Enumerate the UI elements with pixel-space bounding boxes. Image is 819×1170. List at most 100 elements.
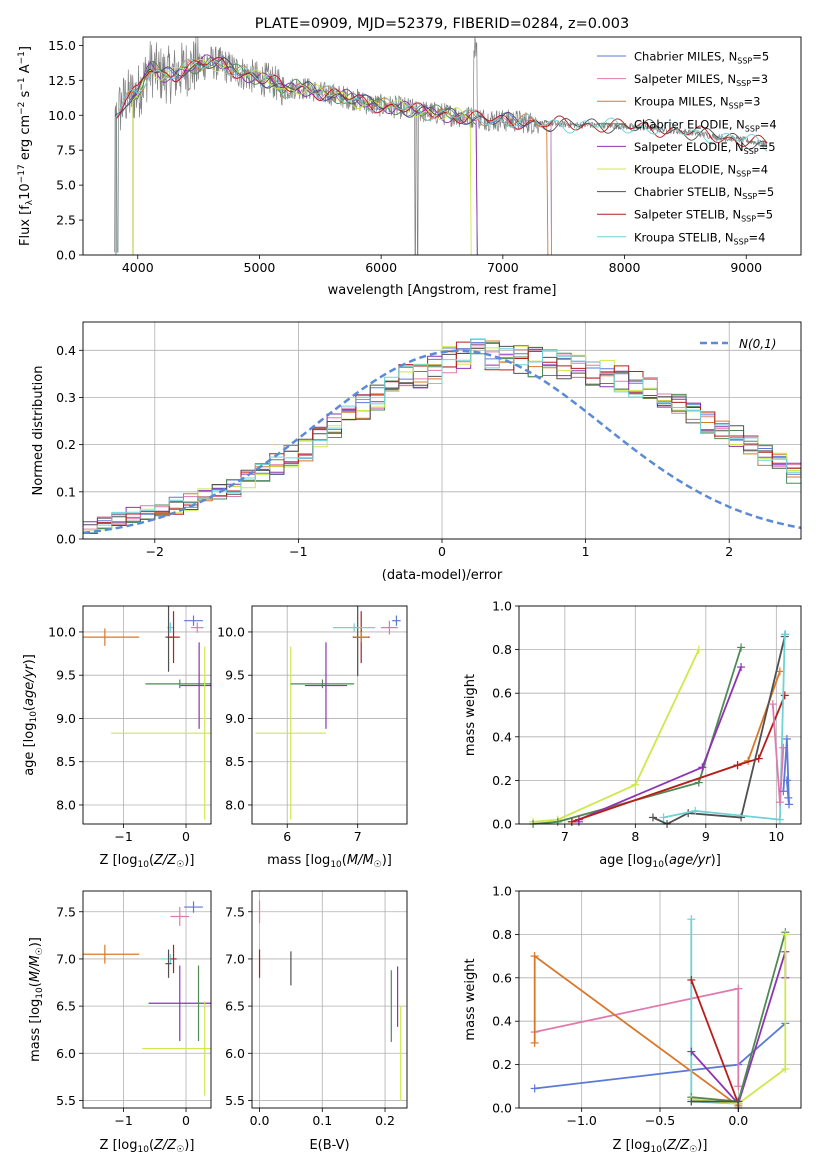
legend-eq: =	[751, 72, 761, 86]
residuals-xtick-label: −2	[146, 544, 164, 559]
label-mass-part: (	[28, 982, 43, 987]
spectrum-ytick-label: 0.0	[56, 248, 76, 263]
label-mass-part: (	[342, 853, 347, 868]
xlabel-Z-part: ☉	[176, 1145, 184, 1155]
xlabel-Z: Z [log10(Z/Z☉)]	[100, 853, 195, 870]
legend-label: Salpeter STELIB, NSSP=5	[634, 208, 773, 224]
figure-title: PLATE=0909, MJD=52379, FIBERID=0284, z=0…	[255, 16, 629, 32]
legend-label-text: Salpeter MILES, N	[634, 72, 736, 86]
spectrum-ytick-label: 7.5	[56, 143, 76, 158]
spectrum-ytick-label: 5.0	[56, 178, 76, 193]
spectrum-ylabel-part: −17	[17, 164, 27, 183]
weight-vs-Z-ytick-label: 0.0	[492, 1101, 512, 1116]
legend-subscript: SSP	[737, 57, 752, 66]
weight-vs-age-ytick-label: 0.4	[492, 729, 512, 744]
age-vs-Z-ytick-label: 9.0	[56, 711, 76, 726]
text-layer: 4000 5000 6000 7000 8000 90000.02.55.07.510.0…	[17, 16, 784, 1155]
label-mass-part: mass [log	[267, 853, 330, 868]
model-spectrum-salpeter-stelib	[115, 56, 768, 255]
residuals-ytick-label: 0.1	[56, 484, 76, 499]
spectrum-frame	[82, 36, 802, 256]
normal-distribution-curve	[83, 349, 801, 535]
weight-vs-Z-line-salpeter-miles	[534, 987, 740, 1087]
xlabel-Z-part: (	[662, 1138, 667, 1153]
xlabel-Z-part: 10	[137, 860, 149, 870]
weight-vs-Z-ytick-label: 0.6	[492, 970, 512, 985]
xlabel-Z-part: Z/Z	[153, 853, 177, 868]
label-mass: mass [log10(M/M☉)]	[28, 937, 45, 1062]
weight-vs-age-ytick-label: 0.0	[492, 817, 512, 832]
legend-n: 5	[766, 208, 773, 222]
legend-subscript: SSP	[744, 147, 759, 156]
mass-vs-EBV-xtick-label: 0.1	[312, 1113, 332, 1128]
spectrum-ytick-label: 12.5	[48, 73, 76, 88]
age-vs-Z-xtick-label: 0	[182, 829, 190, 844]
legend-label-text: Kroupa ELODIE, N	[634, 163, 736, 177]
mass-vs-EBV-ytick-label: 6.5	[225, 999, 245, 1014]
weight-vs-Z-xtick-label: 0.0	[728, 1113, 748, 1128]
age-vs-mass-ytick-label: 10.0	[217, 624, 245, 639]
histogram-salpeter-stelib	[83, 338, 801, 539]
legend-label-text: Chabrier STELIB, N	[634, 185, 742, 199]
spectrum-ytick-label: 2.5	[56, 213, 76, 228]
legend-label-normal: N(0,1)	[739, 337, 776, 351]
residuals-ytick-label: 0.3	[56, 390, 76, 405]
spectrum-ylabel-part: −2	[17, 102, 27, 115]
legend-n: 5	[767, 185, 774, 199]
label-age-part: 10	[29, 711, 39, 723]
label-age-part: age [log	[599, 853, 652, 868]
spectrum-ylabel-part: −1	[17, 77, 27, 90]
legend-eq: =	[760, 117, 770, 131]
model-spectrum-kroupa-elodie	[132, 59, 472, 255]
weight-vs-age-ytick-label: 0.2	[492, 773, 512, 788]
age-vs-mass-xtick-label: 6	[283, 829, 291, 844]
weight-vs-age-line-chabrier-elodie	[533, 647, 742, 824]
legend-label-text: Chabrier ELODIE, N	[634, 117, 745, 131]
weight-vs-Z-ytick-label: 0.4	[492, 1014, 512, 1029]
spectrum-ylabel-part: erg cm	[18, 115, 33, 164]
mass-vs-Z-ytick-label: 7.5	[56, 904, 76, 919]
legend-label-text: Salpeter STELIB, N	[634, 208, 741, 222]
spectrum-ylabel-part: s	[18, 90, 33, 101]
spectrum-ylabel-part: λ	[25, 199, 35, 205]
spectrum-xtick-label: 6000	[365, 260, 397, 275]
mass-vs-Z-ytick-label: 5.5	[56, 1093, 76, 1108]
legend-n: 3	[753, 95, 760, 109]
age-vs-Z-ytick-label: 10.0	[48, 624, 76, 639]
spectrum-ytick-label: 15.0	[48, 38, 76, 53]
weight-vs-age-frame	[518, 605, 802, 825]
age-vs-mass-ytick-label: 9.5	[225, 668, 245, 683]
weight-vs-age-xtick-label: 10	[768, 829, 784, 844]
label-age-part: )]	[711, 853, 721, 868]
residuals-ylabel: Normed distribution	[31, 366, 46, 496]
spectrum-xtick-label: 4000	[122, 260, 154, 275]
age-vs-Z-frame	[82, 605, 212, 825]
content-layer	[83, 37, 801, 1112]
xlabel-Z-part: )]	[184, 853, 194, 868]
model-spectrum-chabrier-stelib	[115, 57, 768, 255]
legend-n: 3	[761, 72, 768, 86]
legend-subscript: SSP	[745, 124, 760, 133]
legend-n: 4	[758, 230, 765, 244]
spectrum-ylabel-part: Flux [f	[18, 205, 33, 246]
spectrum-ylabel-part: A	[18, 64, 33, 77]
age-vs-mass-frame	[251, 605, 408, 825]
residuals-ytick-label: 0.2	[56, 437, 76, 452]
xlabel-Z-part: (	[149, 1138, 154, 1153]
mass-vs-EBV-ytick-label: 7.5	[225, 904, 245, 919]
legend-eq: =	[756, 208, 766, 222]
weight-vs-age-xtick-label: 9	[702, 829, 710, 844]
label-age-part: age [log	[22, 723, 37, 776]
label-mass-part: M/M	[347, 853, 374, 868]
legend-label: Salpeter MILES, NSSP=3	[634, 72, 768, 88]
legend-eq: =	[759, 140, 769, 154]
label-mass-part: )]	[382, 853, 392, 868]
age-vs-mass-ytick-label: 8.5	[225, 754, 245, 769]
weight-vs-age-line-salpeter-stelib	[571, 695, 786, 823]
xlabel-Z-part: )]	[184, 1138, 194, 1153]
weight-vs-age-xtick-label: 8	[631, 829, 639, 844]
residuals-xlabel: (data-model)/error	[382, 568, 503, 583]
weight-vs-Z-line-salpeter-stelib	[690, 979, 740, 1105]
legend-n: 5	[762, 50, 769, 64]
xlabel-Z: Z [log10(Z/Z☉)]	[613, 1138, 708, 1155]
